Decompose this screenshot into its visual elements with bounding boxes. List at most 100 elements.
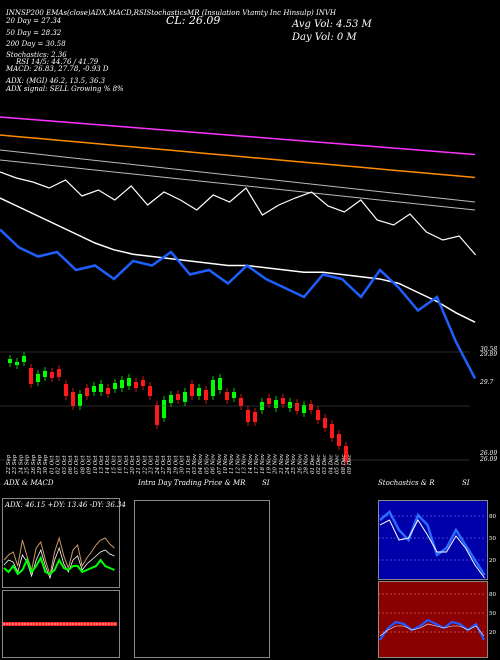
candle-body — [274, 400, 278, 408]
candle-body — [99, 384, 103, 392]
candle-body — [120, 380, 124, 388]
candle-body — [8, 359, 12, 363]
ema-line-3 — [0, 228, 477, 380]
candle-x-tick: 22 Sep — [6, 454, 12, 475]
candle-x-tick: 06 Nov — [211, 453, 217, 474]
rsi-label: RSI 14/5: 44.76 / 41.79 — [16, 58, 99, 66]
ticker-line: INNSP200 EMAs(close)ADX,MACD,RSIStochast… — [6, 9, 337, 17]
candle-x-tick: 23 Sep — [12, 454, 18, 475]
candle-body — [36, 374, 40, 382]
candle-x-tick: 03 Nov — [192, 453, 198, 474]
candle-body — [71, 392, 75, 406]
candle-x-tick: 09 Dec — [347, 455, 353, 475]
candle-body — [50, 372, 54, 378]
candle-x-tick: 30 Sep — [43, 454, 49, 474]
adx-label: ADX: (MGI) 46.2, 13.5, 36.3 — [6, 77, 106, 85]
candle-body — [92, 386, 96, 392]
candle-x-tick: 07 Oct — [74, 455, 80, 474]
candle-y-tick: 26.09 — [479, 450, 497, 457]
candle-x-tick: 17 Nov — [254, 453, 260, 474]
candle-body — [232, 392, 236, 398]
candle-x-tick: 30 Oct — [180, 455, 186, 474]
stoch-k-line — [379, 510, 486, 576]
candle-body — [78, 394, 82, 406]
candle-body — [239, 398, 243, 406]
day-volume: Day Vol: 0 M — [292, 32, 357, 43]
candle-x-tick: 15 Oct — [111, 455, 117, 474]
rsi-tick: 20 — [489, 630, 496, 636]
candle-y-tick: 29.89 — [479, 351, 497, 358]
candle-body — [176, 394, 180, 400]
candle-x-tick: 24 Oct — [155, 455, 161, 475]
candle-x-tick: 02 Oct — [56, 455, 62, 474]
candle-body — [225, 392, 229, 400]
intraday-panel — [134, 500, 270, 658]
intraday-panel-side: SI — [262, 479, 270, 487]
candle-x-tick: 24 Sep — [18, 454, 24, 475]
candle-x-tick: 12 Nov — [235, 453, 241, 474]
candle-x-tick: 29 Sep — [37, 454, 43, 475]
candle-y-tick: 29.7 — [479, 379, 494, 386]
ndi-line — [3, 555, 115, 576]
candle-body — [246, 410, 250, 422]
candle-x-tick: 20 Oct — [130, 455, 136, 475]
candle-y-tick: 30.58 — [480, 346, 497, 353]
candle-body — [141, 380, 145, 386]
candle-x-tick: 29 Oct — [173, 455, 179, 475]
adx-panel — [2, 498, 120, 588]
candle-x-tick: 10 Oct — [93, 455, 99, 474]
stoch-d-line — [379, 519, 485, 579]
candle-body — [218, 378, 222, 390]
candle-body — [302, 405, 306, 413]
candle-body — [281, 398, 285, 404]
candle-x-tick: 25 Nov — [291, 453, 297, 475]
candle-body — [155, 405, 159, 425]
adx-signal-label: ADX signal: SELL Growing % 8% — [6, 85, 124, 93]
candle-x-tick: 08 Oct — [80, 455, 86, 474]
intraday-panel-title: Intra Day Trading Price & MR — [138, 479, 246, 487]
candle-body — [127, 378, 131, 386]
candle-body — [29, 368, 33, 384]
candle-y-tick: 26.09 — [479, 456, 497, 463]
candle-x-tick: 01 Dec — [310, 455, 316, 475]
candle-body — [197, 388, 201, 396]
candle-body — [169, 395, 173, 403]
rsi-panel — [378, 581, 488, 658]
candle-body — [85, 388, 89, 396]
candle-x-tick: 07 Nov — [217, 453, 223, 474]
candle-x-tick: 13 Oct — [99, 455, 105, 474]
candle-x-tick: 21 Oct — [136, 455, 142, 475]
pdi-line — [3, 546, 115, 580]
stoch-label: Stochastics: 2.36 — [6, 51, 67, 59]
candle-body — [316, 410, 320, 420]
envelope-line-0 — [0, 149, 476, 203]
candle-x-tick: 01 Oct — [49, 455, 55, 474]
rsi-signal-line — [379, 623, 485, 637]
candle-x-tick: 26 Nov — [297, 453, 303, 475]
candle-body — [323, 418, 327, 428]
close-price-line — [0, 171, 477, 256]
ema20-label: 20 Day = 27.34 — [6, 17, 62, 25]
ema-lines — [0, 116, 477, 380]
candle-x-tick: 04 Nov — [198, 453, 204, 474]
candle-body — [64, 384, 68, 396]
candle-body — [113, 383, 117, 389]
rsi-tick: 50 — [489, 611, 496, 617]
candle-x-tick: 25 Sep — [25, 454, 31, 475]
ema-line-0 — [0, 116, 476, 156]
candle-body — [22, 356, 26, 362]
stoch-panel-side: SI — [462, 479, 470, 487]
ema50-label: 50 Day = 28.32 — [6, 29, 62, 37]
stoch-panel-title: Stochastics & R — [378, 479, 435, 487]
candle-x-tick: 19 Nov — [266, 453, 272, 474]
candle-x-tick: 18 Nov — [260, 453, 266, 474]
candle-body — [330, 424, 334, 438]
candle-x-tick: 03 Oct — [62, 455, 68, 474]
candle-x-tick: 28 Nov — [304, 453, 310, 475]
macd-panel — [2, 590, 120, 658]
candle-body — [344, 446, 348, 462]
candle-body — [211, 380, 215, 396]
candle-body — [183, 392, 187, 402]
candle-x-tick: 20 Nov — [273, 453, 279, 475]
